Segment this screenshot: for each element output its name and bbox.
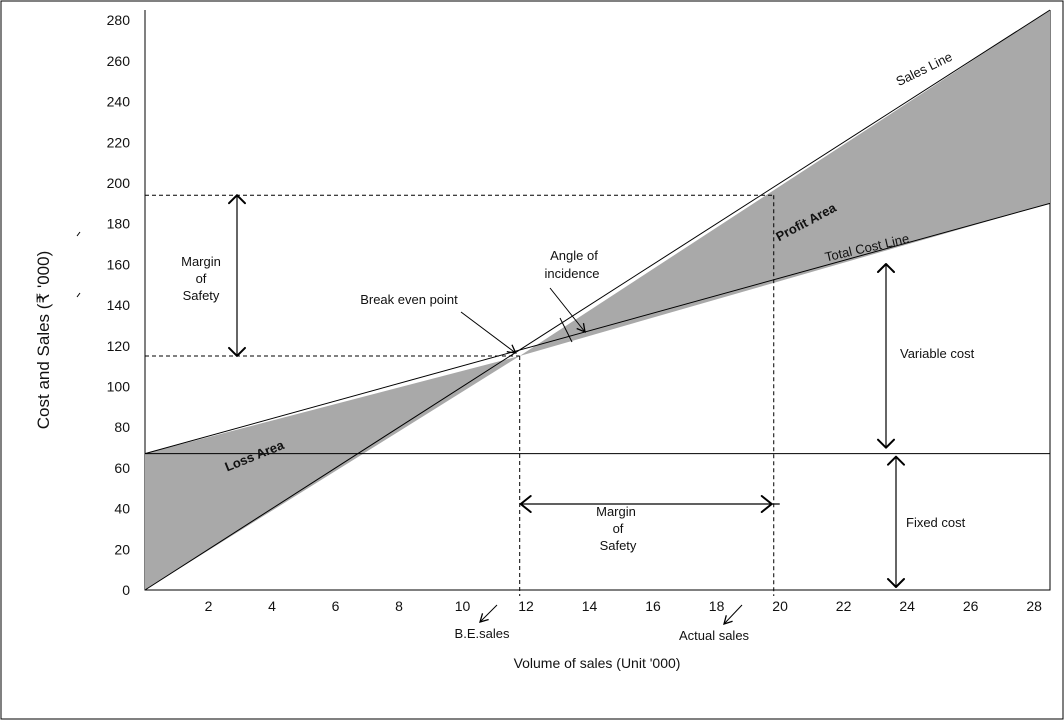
y-tick-label: 0 (122, 582, 130, 598)
plot-frame (144, 10, 1051, 591)
y-tick-label: 60 (114, 460, 130, 476)
x-tick-label: 2 (205, 598, 213, 614)
x-axis-label: Volume of sales (Unit '000) (514, 655, 681, 671)
y-tick-label: 240 (107, 94, 131, 110)
fixed-cost-arrow-head-top (887, 455, 905, 466)
x-tick-label: 14 (582, 598, 598, 614)
variable-cost-arrow-head-bottom (877, 438, 895, 449)
actual-sales-label: Actual sales (679, 628, 750, 643)
y-tick-label: 20 (114, 541, 130, 557)
sales-line (144, 9, 1051, 591)
variable-cost-label: Variable cost (900, 346, 975, 361)
fixed-cost-label: Fixed cost (906, 515, 966, 530)
x-tick-label: 8 (395, 598, 403, 614)
y-tick-label: 280 (107, 12, 131, 28)
margin-of-safety-horizontal-arrow-head-right (760, 495, 773, 513)
x-tick-label: 20 (772, 598, 788, 614)
margin-of-safety-v-label-1: Margin (181, 254, 221, 269)
actual-sales-pointer-head (723, 615, 733, 625)
y-tick-label: 220 (107, 134, 131, 150)
x-tick-label: 22 (836, 598, 852, 614)
actual-sales-pointer-line (723, 604, 743, 625)
x-tick-label: 4 (268, 598, 276, 614)
margin-of-safety-h-label-2: of (613, 521, 624, 536)
fixed-cost-arrow-head-bottom (887, 578, 905, 588)
y-tick-label: 40 (114, 501, 130, 517)
be-sales-pointer-line (479, 604, 498, 623)
x-tick-label: 28 (1026, 598, 1042, 614)
margin-of-safety-vertical-arrow-head-bottom (228, 346, 246, 357)
angle-of-incidence-label-2: incidence (545, 266, 600, 281)
y-tick-label: 100 (107, 378, 131, 394)
angle-of-incidence-pointer-head (576, 323, 586, 334)
be-sales-label: B.E.sales (455, 626, 510, 641)
angle-of-incidence-mark (559, 317, 573, 343)
y-tick-label: 160 (107, 256, 131, 272)
y-tick-label: 180 (107, 216, 131, 232)
profit-area (519, 10, 1050, 356)
x-tick-label: 26 (963, 598, 979, 614)
margin-of-safety-v-label-2: of (196, 271, 207, 286)
break-even-pointer-head (506, 344, 517, 354)
stray-mark (76, 231, 81, 237)
x-tick-label: 10 (455, 598, 471, 614)
x-tick-label: 24 (899, 598, 915, 614)
margin-of-safety-h-label-1: Margin (596, 504, 636, 519)
y-tick-label: 140 (107, 297, 131, 313)
be-sales-pointer-head (479, 613, 489, 623)
variable-cost-arrow-head-top (877, 263, 895, 273)
y-tick-label: 200 (107, 175, 131, 191)
angle-of-incidence-label-1: Angle of (550, 248, 598, 263)
y-tick-label: 120 (107, 338, 131, 354)
break-even-pointer-line (460, 311, 517, 354)
x-tick-label: 12 (518, 598, 534, 614)
loss-area (145, 355, 520, 590)
margin-of-safety-v-label-3: Safety (183, 288, 220, 303)
angle-of-incidence-pointer-line (549, 287, 586, 333)
stray-mark (76, 292, 81, 298)
y-tick-label: 80 (114, 419, 130, 435)
y-axis-label: Cost and Sales (₹ '000) (34, 251, 53, 429)
break-even-point-label: Break even point (360, 292, 458, 307)
x-tick-label: 18 (709, 598, 725, 614)
total-cost-line (144, 202, 1051, 455)
margin-of-safety-vertical-arrow-head-top (228, 194, 246, 205)
x-tick-label: 16 (645, 598, 661, 614)
y-tick-label: 260 (107, 53, 131, 69)
x-tick-label: 6 (332, 598, 340, 614)
margin-of-safety-horizontal-arrow-head-left (519, 495, 532, 513)
margin-of-safety-h-label-3: Safety (600, 538, 637, 553)
